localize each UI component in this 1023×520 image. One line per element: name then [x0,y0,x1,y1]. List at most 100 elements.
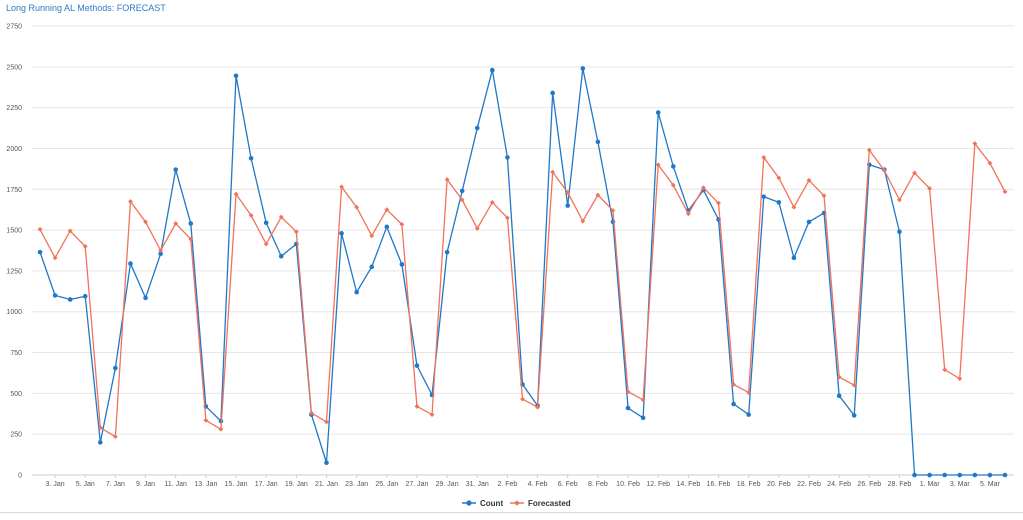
data-point [233,191,239,197]
data-point [957,472,963,478]
data-point [912,170,917,176]
data-point [112,434,118,440]
data-point [1002,189,1008,195]
data-point [942,367,948,373]
x-tick-label: 16. Feb [707,481,731,488]
data-point [293,229,299,235]
data-point [369,264,375,270]
y-tick-label: 2000 [6,146,22,153]
data-point [550,90,555,96]
data-point [203,417,209,423]
data-point [444,177,450,182]
data-point [836,393,842,399]
data-point [188,236,194,242]
y-tick-label: 2500 [6,64,22,71]
legend-label: Count [480,499,503,508]
data-point [791,204,797,210]
y-tick-label: 1500 [6,228,22,235]
data-point [761,194,767,199]
y-tick-label: 250 [10,432,22,439]
data-point [565,203,571,208]
data-point [505,155,510,160]
data-point [897,197,902,203]
data-point [399,262,405,267]
series-forecasted [37,141,1008,440]
x-tick-label: 14. Feb [676,481,700,488]
data-point [158,248,164,253]
data-point [1002,472,1008,478]
x-tick-label: 21. Jan [315,481,338,488]
data-point [640,415,646,421]
legend-marker [514,500,520,506]
data-point [685,211,691,217]
data-point [173,167,179,172]
data-point [248,155,254,161]
data-point [505,215,510,221]
data-point [716,200,721,206]
data-point [158,251,163,257]
data-point [97,425,103,431]
data-point [173,221,179,226]
data-point [37,249,43,255]
legend[interactable]: Count Forecasted [462,499,571,508]
data-point [399,221,405,227]
legend-item-forecasted[interactable]: Forecasted [510,499,571,508]
data-point [897,229,902,235]
x-tick-label: 5. Mar [980,481,1001,488]
x-tick-label: 15. Jan [225,481,248,488]
data-point [987,472,993,478]
data-point [143,219,148,225]
data-point [52,293,58,298]
data-point [972,141,978,146]
y-tick-label: 750 [10,350,22,357]
x-tick-label: 26. Feb [857,481,881,488]
data-point [233,73,239,79]
x-tick-label: 7. Jan [106,481,125,488]
data-point [354,289,359,295]
data-point [972,472,978,478]
footer-divider [0,512,1023,513]
x-tick-label: 29. Jan [436,481,459,488]
x-tick-label: 27. Jan [405,481,428,488]
data-point [82,244,88,249]
x-axis-tick-labels: 3. Jan 5. Jan 7. Jan 9. Jan 11. Jan 13. Jan 15… [46,481,1001,488]
x-tick-label: 3. Jan [46,481,65,488]
data-point [731,401,736,407]
data-point [324,460,329,466]
x-tick-label: 12. Feb [646,481,670,488]
x-tick-label: 5. Jan [76,481,95,488]
data-point [309,410,314,416]
y-tick-label: 1250 [6,268,22,275]
data-point [806,219,812,225]
data-point [67,228,73,234]
x-tick-label: 9. Jan [136,481,155,488]
data-point [384,207,390,213]
data-point [806,177,812,183]
data-point [414,363,420,368]
data-point [354,204,360,210]
data-point [128,199,133,204]
legend-item-count[interactable]: Count [462,499,503,508]
y-tick-label: 1750 [6,187,22,194]
data-point [851,382,857,388]
data-point [670,164,676,169]
x-tick-label: 11. Jan [164,481,187,488]
data-point [128,261,133,266]
x-tick-label: 4. Feb [528,481,548,488]
x-tick-label: 23. Jan [345,481,368,488]
y-tick-label: 0 [18,473,22,480]
data-point [550,169,556,175]
y-tick-label: 2250 [6,105,22,112]
x-tick-label: 19. Jan [285,481,308,488]
x-tick-label: 6. Feb [558,481,578,488]
data-point [248,212,254,218]
data-point [881,168,887,173]
data-point [490,67,495,73]
data-point [113,365,118,371]
data-point [580,66,586,71]
gridlines [32,25,1014,435]
data-point [429,412,435,417]
data-point [263,241,269,247]
x-tick-label: 1. Mar [920,481,941,488]
